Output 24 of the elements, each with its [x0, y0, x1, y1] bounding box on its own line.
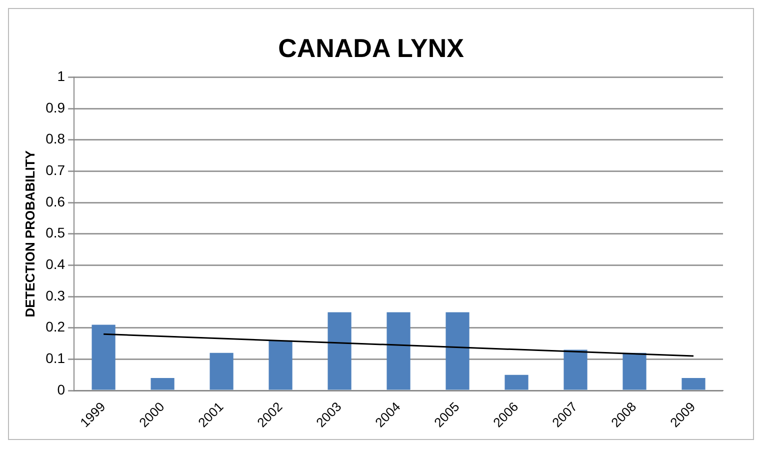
y-axis-title: DETECTION PROBABILITY [22, 150, 38, 318]
bar [564, 350, 588, 390]
bar [328, 312, 352, 390]
y-tick-label: 0.9 [46, 99, 66, 116]
bar [268, 340, 292, 390]
y-tick-label: 1 [57, 68, 66, 84]
y-tick-label: 0.5 [46, 224, 66, 241]
bar [386, 312, 410, 390]
bar [150, 378, 174, 390]
chart-title: CANADA LYNX [278, 32, 465, 63]
bar [504, 374, 528, 390]
y-tick-label: 0.1 [46, 350, 66, 366]
y-tick-label: 0.4 [46, 256, 66, 272]
bar [92, 324, 116, 390]
y-tick-label: 0 [57, 381, 66, 398]
y-tick-label: 0.8 [46, 130, 66, 147]
y-tick-label: 0.7 [46, 162, 66, 178]
y-tick-label: 0.6 [46, 193, 66, 210]
bar [446, 312, 470, 390]
bar [682, 378, 706, 390]
bar [210, 352, 234, 390]
y-tick-label: 0.2 [46, 318, 66, 335]
bar [622, 352, 646, 390]
y-tick-label: 0.3 [46, 287, 66, 304]
